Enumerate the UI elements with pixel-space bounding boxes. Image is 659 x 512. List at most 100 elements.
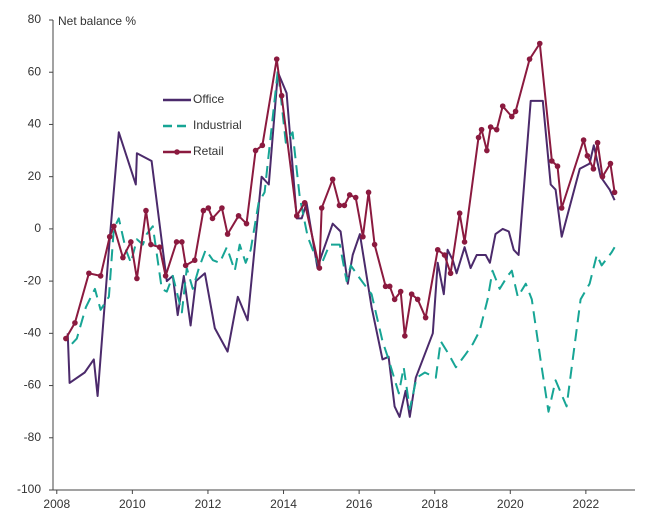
point — [346, 192, 353, 198]
point — [397, 288, 404, 295]
x-tick-label: 2022 — [573, 497, 600, 511]
point — [219, 205, 225, 211]
x-tick-label: 2008 — [43, 497, 70, 511]
point — [594, 139, 601, 146]
y-tick-label: -80 — [24, 430, 42, 444]
point — [365, 189, 372, 196]
point — [111, 223, 117, 230]
point — [191, 257, 198, 264]
point — [580, 137, 587, 143]
point — [487, 124, 494, 130]
point — [235, 213, 242, 219]
line-series — [64, 42, 616, 340]
legend-label: Industrial — [193, 118, 242, 132]
y-tick-label: 80 — [28, 12, 42, 26]
point — [478, 126, 485, 133]
y-tick-label: 20 — [28, 169, 42, 183]
point — [441, 252, 448, 258]
point — [224, 231, 231, 237]
x-tick-label: 2014 — [270, 497, 297, 511]
point — [456, 210, 463, 217]
point — [182, 262, 189, 269]
point — [611, 189, 618, 196]
point — [143, 207, 149, 214]
point — [134, 275, 140, 282]
point — [558, 205, 565, 211]
point — [512, 108, 519, 115]
point — [371, 241, 378, 248]
point — [318, 205, 325, 211]
y-tick-label: -40 — [24, 326, 42, 340]
point — [402, 333, 408, 339]
y-axis-label: Net balance % — [58, 14, 136, 28]
point — [200, 207, 207, 214]
point — [536, 40, 543, 47]
point — [316, 265, 323, 271]
point — [352, 194, 359, 201]
point — [63, 335, 69, 342]
point — [461, 239, 468, 245]
point — [484, 147, 490, 154]
point — [607, 160, 614, 167]
y-tick-label: 60 — [28, 64, 42, 78]
point — [173, 239, 180, 245]
x-tick-label: 2020 — [497, 497, 524, 511]
point — [86, 270, 92, 277]
point — [259, 142, 266, 149]
point — [341, 202, 348, 209]
x-tick-label: 2012 — [195, 497, 222, 511]
x-tick-label: 2016 — [346, 497, 373, 511]
point — [156, 244, 163, 250]
y-tick-label: 40 — [28, 117, 42, 131]
point — [422, 314, 429, 321]
line-series — [71, 68, 616, 413]
point — [382, 283, 389, 290]
y-tick-label: -100 — [17, 482, 41, 496]
point — [508, 113, 515, 120]
point — [293, 213, 300, 219]
point — [336, 202, 343, 209]
point — [301, 199, 308, 206]
point — [162, 273, 169, 279]
y-tick-label: -20 — [24, 273, 42, 287]
point — [209, 215, 216, 222]
point — [273, 56, 280, 62]
point — [408, 291, 415, 297]
legend-label: Retail — [193, 144, 224, 158]
point — [243, 220, 250, 227]
point — [599, 173, 606, 180]
point — [386, 283, 393, 290]
point — [493, 126, 500, 133]
point — [252, 147, 259, 154]
point — [475, 134, 482, 141]
point — [205, 205, 212, 211]
x-tick-label: 2010 — [119, 497, 146, 511]
point — [360, 233, 366, 240]
point — [434, 246, 441, 253]
point — [391, 296, 398, 303]
point — [590, 166, 597, 172]
legend-label: Office — [193, 92, 224, 106]
point — [120, 254, 126, 261]
point — [97, 273, 104, 279]
point — [554, 163, 561, 170]
line-series — [66, 71, 616, 418]
point — [72, 320, 78, 326]
y-tick-label: -60 — [24, 378, 42, 392]
point — [447, 270, 454, 277]
point — [179, 239, 185, 245]
y-tick-label: 0 — [34, 221, 41, 235]
legend-marker — [174, 149, 180, 155]
x-tick-label: 2018 — [421, 497, 448, 511]
point — [414, 296, 421, 303]
point — [499, 103, 506, 109]
point — [148, 241, 154, 248]
point — [584, 152, 591, 159]
point — [128, 239, 134, 245]
point — [278, 92, 285, 99]
point — [329, 176, 336, 183]
point — [106, 233, 113, 240]
point — [549, 158, 555, 164]
point — [526, 56, 533, 62]
